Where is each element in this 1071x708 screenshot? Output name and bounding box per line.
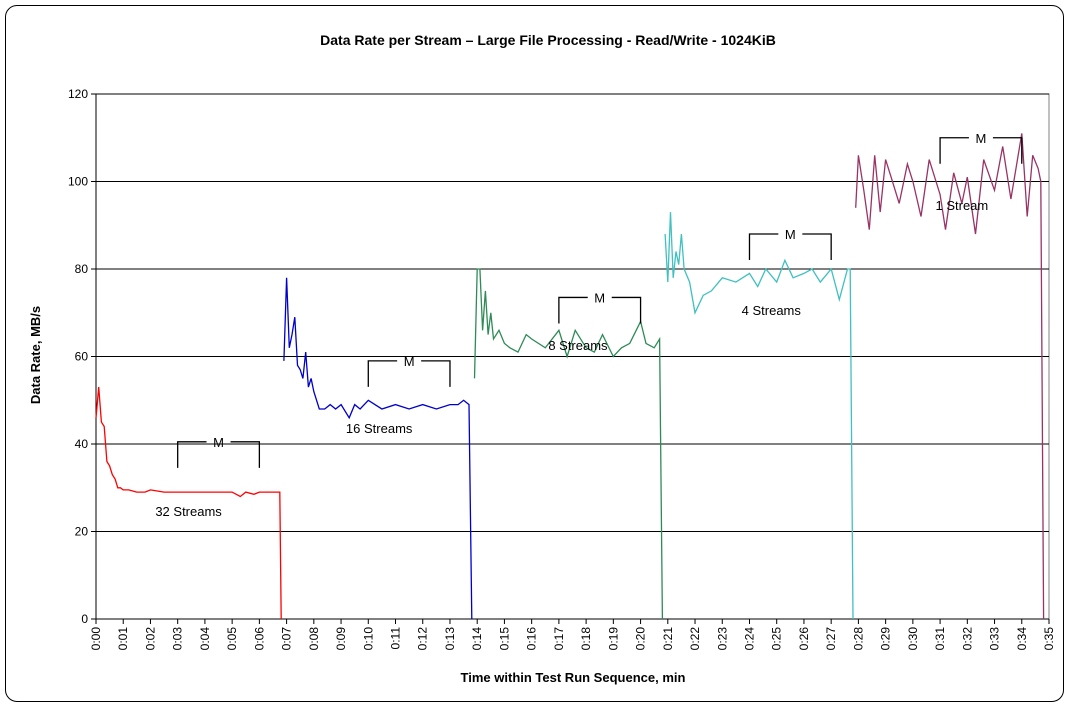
x-tick-label: 0:35 [1042,627,1056,651]
x-tick-label: 0:16 [525,627,539,651]
series-line [95,387,282,620]
x-tick-label: 0:20 [634,627,648,651]
x-tick-label: 0:06 [252,627,266,651]
x-tick-label: 0:05 [225,627,239,651]
x-tick-label: 0:27 [824,627,838,651]
x-tick-label: 0:08 [307,627,321,651]
x-tick-label: 0:18 [579,627,593,651]
y-tick-label: 20 [75,525,89,539]
series-line [664,212,854,620]
measurement-label: M [785,227,796,242]
x-tick-label: 0:29 [879,627,893,651]
x-tick-label: 0:13 [443,627,457,651]
x-tick-label: 0:33 [988,627,1002,651]
measurement-bracket [177,441,261,468]
x-tick-label: 0:17 [552,627,566,651]
x-tick-label: 0:25 [770,627,784,651]
y-tick-label: 80 [75,262,89,276]
series-annotation: 32 Streams [155,504,222,519]
y-tick-label: 100 [68,175,88,189]
x-tick-label: 0:22 [688,627,702,651]
x-tick-label: 0:00 [89,627,103,651]
x-tick-label: 0:26 [797,627,811,651]
series-annotation: 8 Streams [548,338,608,353]
measurement-label: M [404,354,415,369]
series-line [473,268,664,620]
x-tick-label: 0:02 [143,627,157,651]
x-tick-label: 0:12 [416,627,430,651]
measurement-bracket [367,360,451,387]
x-tick-label: 0:11 [389,627,403,650]
x-tick-label: 0:09 [334,627,348,651]
x-tick-label: 0:31 [933,627,947,651]
y-tick-label: 120 [68,87,88,101]
x-tick-label: 0:28 [851,627,865,651]
measurement-bracket [939,137,1023,164]
series-line [855,133,1045,620]
x-tick-label: 0:32 [960,627,974,651]
y-tick-label: 60 [75,350,89,364]
y-tick-label: 40 [75,437,89,451]
x-tick-label: 0:21 [661,627,675,651]
y-tick-label: 0 [81,612,88,626]
x-tick-label: 0:19 [606,627,620,651]
x-axis-title: Time within Test Run Sequence, min [461,670,686,685]
x-tick-label: 0:23 [715,627,729,651]
series-annotation: 16 Streams [346,421,413,436]
x-tick-label: 0:30 [906,627,920,651]
measurement-label: M [213,435,224,450]
plot-area: 0 20 40 60 80 100 120 0:00 0:01 0:02 0:03 0:04 0:05 0… [68,87,1056,650]
measurement-label: M [594,290,605,305]
x-tick-label: 0:14 [470,627,484,651]
x-tick-label: 0:04 [198,627,212,651]
measurement-label: M [976,131,987,146]
x-tick-label: 0:03 [171,627,185,651]
x-tick-label: 0:24 [742,627,756,651]
chart-title: Data Rate per Stream – Large File Proces… [320,32,776,48]
measurement-bracket [558,296,642,324]
series-annotation: 1 Stream [935,198,988,213]
measurement-bracket [748,233,832,260]
x-tick-label: 0:15 [497,627,511,651]
x-tick-label: 0:07 [280,627,294,651]
y-axis-title: Data Rate, MB/s [28,306,43,404]
x-tick-label: 0:10 [361,627,375,651]
x-tick-label: 0:34 [1015,627,1029,651]
x-tick-label: 0:01 [116,627,130,651]
series-line [283,277,473,620]
series-annotation: 4 Streams [742,303,802,318]
